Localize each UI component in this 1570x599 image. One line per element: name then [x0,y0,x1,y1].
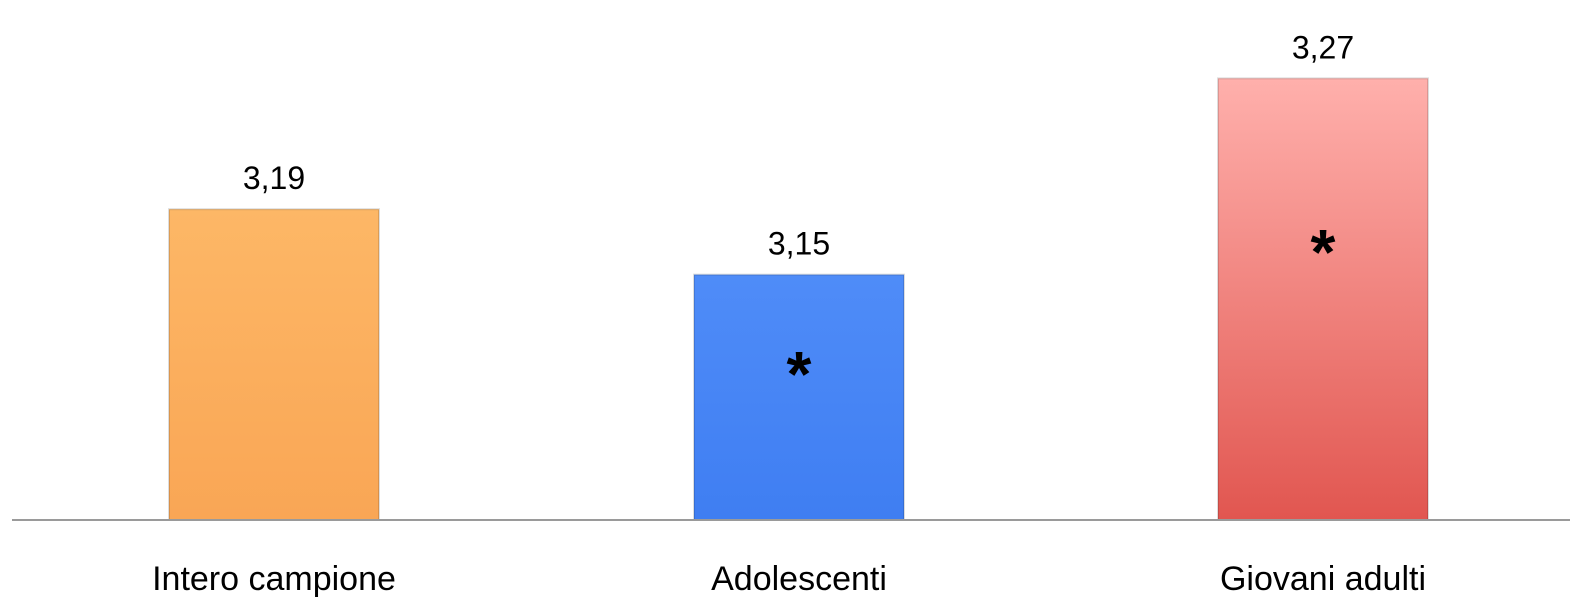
labels-layer: 3,19 Intero campione 3,15 * Adolescenti 3,27 *… [152,29,1426,598]
category-label-1: Intero campione [152,560,396,598]
bar-value-label-2: 3,15 [768,226,830,262]
significance-marker-3: * [1311,216,1336,288]
bars-layer [168,77,1429,521]
significance-marker-2: * [787,338,812,410]
bar-value-label-1: 3,19 [243,160,305,196]
category-label-3: Giovani adulti [1220,560,1426,598]
category-label-2: Adolescenti [711,560,887,598]
bar-1 [168,208,380,521]
bar-2 [693,273,905,521]
bar-3 [1217,77,1429,521]
bar-value-label-3: 3,27 [1292,29,1354,65]
